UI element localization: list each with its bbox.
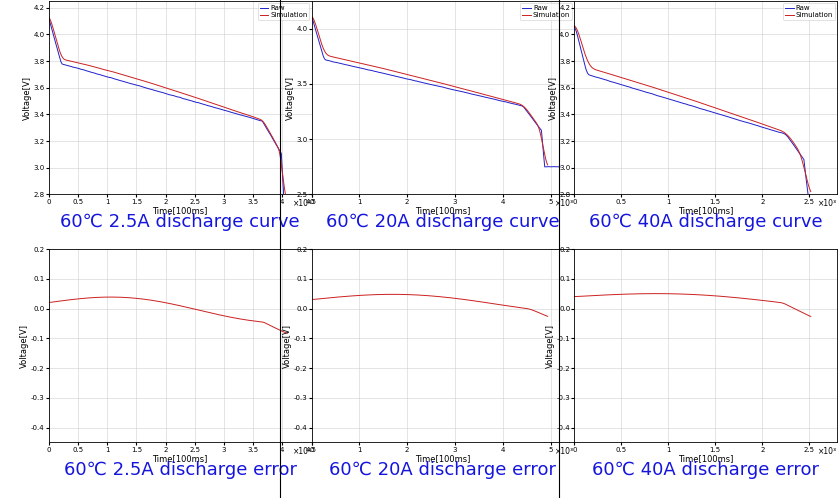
Line: Raw: Raw <box>311 17 560 167</box>
Y-axis label: Voltage[V]: Voltage[V] <box>286 76 294 120</box>
Raw <box>370 69 380 75</box>
Raw <box>810 198 821 204</box>
Raw <box>419 80 429 86</box>
Simulation <box>805 189 816 195</box>
Raw <box>570 24 580 30</box>
Text: ×10³: ×10³ <box>555 199 575 208</box>
Raw <box>306 14 316 20</box>
Simulation <box>328 54 338 60</box>
Raw <box>493 98 503 104</box>
Text: 60℃ 2.5A discharge error: 60℃ 2.5A discharge error <box>64 461 297 479</box>
Raw <box>453 88 463 94</box>
X-axis label: Time[100ms]: Time[100ms] <box>415 454 471 463</box>
Simulation <box>710 105 720 111</box>
X-axis label: Time[100ms]: Time[100ms] <box>415 206 471 215</box>
X-axis label: Time[100ms]: Time[100ms] <box>153 206 208 215</box>
Legend: Raw, Simulation: Raw, Simulation <box>258 3 310 20</box>
Text: 60℃ 40A discharge curve: 60℃ 40A discharge curve <box>589 213 823 231</box>
Simulation <box>745 117 755 123</box>
Text: ×10³: ×10³ <box>818 199 837 208</box>
Raw <box>294 196 305 202</box>
Simulation <box>447 83 457 89</box>
Raw <box>726 115 736 121</box>
Text: 60℃ 20A discharge error: 60℃ 20A discharge error <box>330 461 556 479</box>
Raw <box>294 196 305 202</box>
Line: Simulation: Simulation <box>575 26 810 192</box>
Raw <box>472 93 482 99</box>
Simulation <box>543 162 553 168</box>
Text: 60℃ 20A discharge curve: 60℃ 20A discharge curve <box>326 213 560 231</box>
Text: ×10⁴: ×10⁴ <box>293 447 311 456</box>
Legend: Raw, Simulation: Raw, Simulation <box>520 3 572 20</box>
Simulation <box>612 73 622 79</box>
Line: Simulation: Simulation <box>311 16 548 165</box>
Y-axis label: Voltage[V]: Voltage[V] <box>284 324 292 368</box>
Raw <box>260 123 270 128</box>
Line: Raw: Raw <box>575 27 823 201</box>
Raw <box>650 92 660 98</box>
Simulation <box>393 69 403 75</box>
Simulation <box>700 101 710 107</box>
Simulation <box>313 28 323 34</box>
Text: ×10³: ×10³ <box>818 447 837 456</box>
Simulation <box>44 15 55 21</box>
Raw <box>599 77 609 83</box>
Simulation <box>570 23 580 29</box>
Simulation <box>339 56 349 62</box>
Line: Raw: Raw <box>49 19 300 199</box>
Raw <box>351 64 361 70</box>
Legend: Raw, Simulation: Raw, Simulation <box>784 3 836 20</box>
Simulation <box>306 13 316 19</box>
Simulation <box>77 61 87 67</box>
Line: Simulation: Simulation <box>49 17 287 200</box>
Simulation <box>87 63 97 69</box>
X-axis label: Time[100ms]: Time[100ms] <box>678 454 733 463</box>
Y-axis label: Voltage[V]: Voltage[V] <box>546 324 555 368</box>
Raw <box>234 112 244 118</box>
Simulation <box>309 17 319 23</box>
Raw <box>59 62 69 68</box>
Text: ×10³: ×10³ <box>555 447 575 456</box>
Text: ×10⁴: ×10⁴ <box>293 199 311 208</box>
Raw <box>44 16 54 22</box>
Raw <box>190 99 200 105</box>
Y-axis label: Voltage[V]: Voltage[V] <box>549 76 558 120</box>
X-axis label: Time[100ms]: Time[100ms] <box>153 454 208 463</box>
Text: 60℃ 2.5A discharge curve: 60℃ 2.5A discharge curve <box>60 213 300 231</box>
Raw <box>668 97 678 103</box>
Simulation <box>675 93 685 99</box>
Simulation <box>750 119 760 124</box>
Y-axis label: Voltage[V]: Voltage[V] <box>23 76 32 120</box>
X-axis label: Time[100ms]: Time[100ms] <box>678 206 733 215</box>
Text: 60℃ 40A discharge error: 60℃ 40A discharge error <box>592 461 820 479</box>
Raw <box>196 101 206 107</box>
Simulation <box>153 82 163 88</box>
Raw <box>204 103 214 109</box>
Raw <box>818 198 828 204</box>
Raw <box>555 164 565 170</box>
Raw <box>750 122 760 128</box>
Simulation <box>77 61 87 67</box>
Simulation <box>282 197 292 203</box>
Simulation <box>113 71 123 77</box>
Y-axis label: Voltage[V]: Voltage[V] <box>20 324 29 368</box>
Simulation <box>44 14 54 20</box>
Raw <box>749 122 759 127</box>
